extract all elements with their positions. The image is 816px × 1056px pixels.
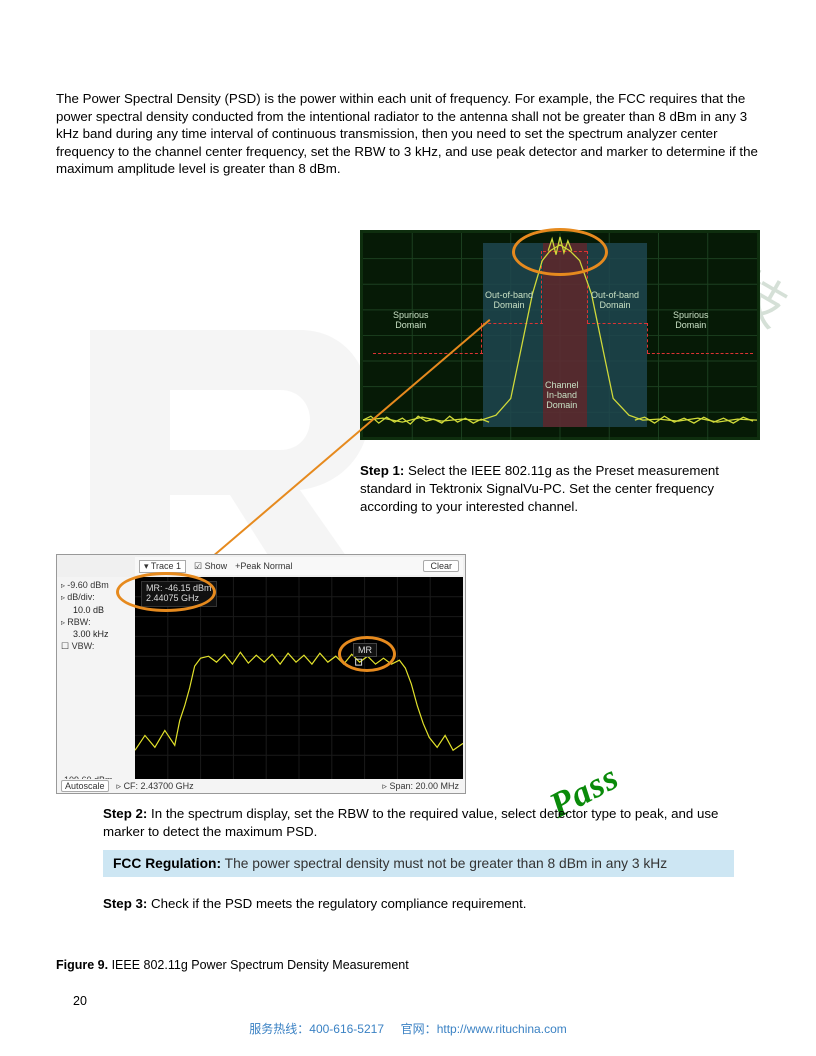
trace-dropdown[interactable]: ▾ Trace 1 xyxy=(139,560,186,573)
footer-tel: 400-616-5217 xyxy=(309,1022,384,1036)
psd-label-inband: ChannelIn-bandDomain xyxy=(545,381,579,411)
figure-caption: Figure 9. IEEE 802.11g Power Spectrum De… xyxy=(56,958,409,972)
footer-url[interactable]: http://www.rituchina.com xyxy=(437,1022,567,1036)
marker-freq: 2.44075 GHz xyxy=(146,594,212,604)
page-number: 20 xyxy=(73,994,87,1008)
psd-label-spur-left: SpuriousDomain xyxy=(393,311,429,331)
step1-text: Step 1: Select the IEEE 802.11g as the P… xyxy=(360,462,760,516)
clear-button[interactable]: Clear xyxy=(423,560,459,572)
footer-tel-label: 服务热线： xyxy=(249,1022,309,1036)
step2-body: In the spectrum display, set the RBW to … xyxy=(103,806,718,839)
mr-label: MR xyxy=(353,643,377,657)
psd-label-oob-left: Out-of-bandDomain xyxy=(485,291,533,311)
footer-site-label: 官网： xyxy=(401,1022,437,1036)
autoscale-button[interactable]: Autoscale xyxy=(61,780,109,792)
page: 技 The Power Spectral Density (PSD) is th… xyxy=(0,0,816,1056)
span-label[interactable]: ▹ Span: 20.00 MHz xyxy=(382,781,459,792)
spectrum-analyzer-panel: ▾ Trace 1 ☑ Show +Peak Normal Clear -9.6… xyxy=(56,554,466,794)
vbw-checkbox[interactable]: VBW: xyxy=(61,641,131,652)
ref-level[interactable]: -9.60 dBm xyxy=(61,580,131,591)
sa-topbar: ▾ Trace 1 ☑ Show +Peak Normal Clear xyxy=(135,557,463,575)
dbdiv-label[interactable]: dB/div: xyxy=(61,592,131,603)
step2-bold: Step 2: xyxy=(103,806,147,821)
mode-label: +Peak Normal xyxy=(235,561,292,571)
show-checkbox[interactable]: ☑ Show xyxy=(194,561,227,572)
fcc-bold: FCC Regulation: xyxy=(113,856,221,871)
fcc-regulation-box: FCC Regulation: The power spectral densi… xyxy=(103,850,734,877)
fcc-body: The power spectral density must not be g… xyxy=(221,856,667,871)
step3-text: Step 3: Check if the PSD meets the regul… xyxy=(103,895,733,913)
page-footer: 服务热线：400-616-5217 官网：http://www.rituchin… xyxy=(0,1020,816,1037)
step3-body: Check if the PSD meets the regulatory co… xyxy=(147,896,526,911)
intro-paragraph: The Power Spectral Density (PSD) is the … xyxy=(56,90,760,178)
rbw-label[interactable]: RBW: xyxy=(61,617,131,628)
step3-bold: Step 3: xyxy=(103,896,147,911)
step1-body: Select the IEEE 802.11g as the Preset me… xyxy=(360,463,719,514)
zoom-ellipse-top xyxy=(512,228,608,276)
sa-footer: Autoscale ▹ CF: 2.43700 GHz ▹ Span: 20.0… xyxy=(57,779,465,793)
sa-sidebar: -9.60 dBm dB/div: 10.0 dB RBW: 3.00 kHz … xyxy=(57,577,135,779)
marker-tooltip: MR: -46.15 dBm 2.44075 GHz xyxy=(141,581,217,607)
figure-body: IEEE 802.11g Power Spectrum Density Meas… xyxy=(108,958,409,972)
psd-label-spur-right: SpuriousDomain xyxy=(673,311,709,331)
rbw-value: 3.00 kHz xyxy=(61,629,131,640)
dbdiv-value: 10.0 dB xyxy=(61,605,131,616)
figure-bold: Figure 9. xyxy=(56,958,108,972)
cf-label[interactable]: ▹ CF: 2.43700 GHz xyxy=(117,781,194,792)
sa-plot[interactable]: MR: -46.15 dBm 2.44075 GHz MR xyxy=(135,577,463,779)
psd-label-oob-right: Out-of-bandDomain xyxy=(591,291,639,311)
step2-text: Step 2: In the spectrum display, set the… xyxy=(103,805,733,841)
step1-bold: Step 1: xyxy=(360,463,404,478)
